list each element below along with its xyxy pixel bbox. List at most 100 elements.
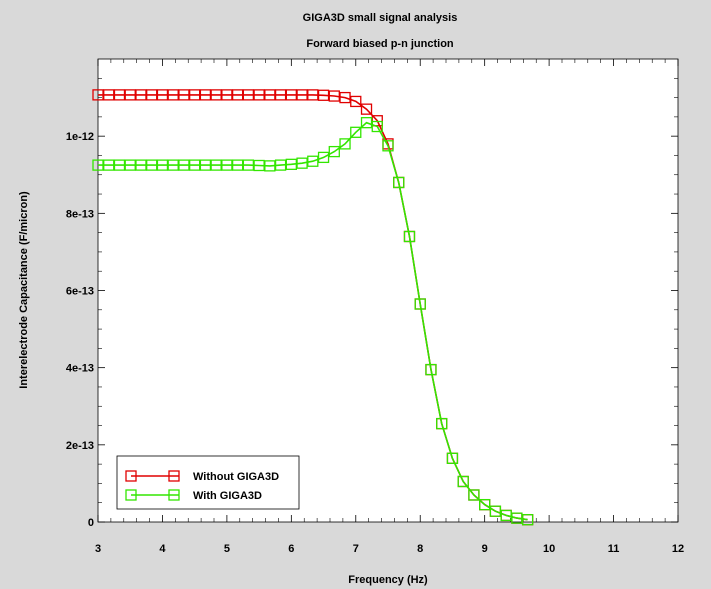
data-point-marker	[103, 89, 115, 101]
data-point-marker	[135, 159, 147, 171]
data-point-marker	[210, 89, 222, 101]
y-tick-label: 8e-13	[66, 208, 94, 220]
data-point-marker	[425, 363, 437, 376]
data-point-marker	[360, 117, 373, 129]
data-point-marker	[253, 159, 265, 172]
y-tick-label: 4e-13	[66, 363, 94, 375]
data-point-marker	[296, 89, 308, 101]
data-point-marker	[307, 155, 319, 167]
data-point-marker	[500, 509, 512, 522]
data-point-marker	[113, 159, 126, 171]
data-point-marker	[189, 159, 201, 171]
data-point-marker	[124, 89, 136, 101]
legend-swatch-marker	[125, 489, 137, 501]
data-point-marker	[156, 89, 169, 101]
x-tick-label: 6	[288, 543, 294, 555]
data-point-marker	[414, 298, 426, 310]
data-point-marker	[124, 159, 136, 171]
legend-label: With GIGA3D	[193, 490, 262, 502]
data-point-marker	[285, 89, 297, 101]
legend: Without GIGA3D With GIGA3D	[116, 455, 300, 510]
data-point-marker	[92, 89, 104, 101]
plot-area	[97, 58, 679, 523]
legend-swatch-marker	[168, 489, 180, 501]
x-tick-label: 5	[224, 543, 230, 555]
data-point-marker	[317, 89, 330, 101]
data-point-marker	[92, 159, 104, 171]
data-point-marker	[382, 140, 394, 152]
data-point-marker	[264, 89, 276, 101]
series-layer	[92, 89, 534, 526]
data-point-marker	[113, 89, 126, 101]
data-point-marker	[350, 95, 362, 108]
x-tick-label: 8	[417, 543, 423, 555]
data-point-marker	[457, 475, 469, 488]
data-point-marker	[167, 159, 179, 171]
data-point-marker	[210, 159, 222, 171]
data-point-marker	[339, 91, 351, 104]
data-point-marker	[221, 159, 233, 171]
y-tick-label: 0	[88, 517, 94, 529]
x-tick-label: 11	[608, 543, 620, 555]
chart-title: GIGA3D small signal analysis	[303, 12, 458, 24]
x-axis-label: Frequency (Hz)	[348, 574, 428, 586]
data-point-marker	[307, 89, 319, 101]
data-point-marker	[317, 151, 330, 164]
data-point-marker	[178, 89, 190, 101]
data-point-marker	[264, 160, 276, 172]
data-point-marker	[231, 159, 244, 171]
data-point-marker	[274, 159, 287, 171]
data-point-marker	[167, 89, 179, 101]
data-point-marker	[199, 89, 212, 101]
data-point-marker	[339, 138, 351, 150]
data-point-marker	[285, 158, 297, 170]
axis-ticks: 3 4 5 6 7 8 9 10 11 12 0 2e-13 4e-13 6e-13 8e-13 1e-12	[66, 59, 684, 555]
data-point-marker	[479, 498, 491, 511]
data-point-marker	[189, 89, 201, 101]
data-point-marker	[146, 89, 158, 101]
data-point-marker	[274, 89, 287, 101]
legend-entries: Without GIGA3D With GIGA3D	[125, 470, 279, 502]
data-point-marker	[135, 89, 147, 101]
data-point-marker	[253, 89, 265, 101]
legend-swatch-marker	[125, 470, 137, 482]
data-point-marker	[436, 417, 448, 430]
y-tick-label: 1e-12	[66, 131, 94, 143]
data-point-marker	[296, 157, 308, 169]
legend-swatch-marker	[168, 470, 180, 482]
legend-box	[116, 455, 300, 510]
data-point-marker	[242, 159, 255, 171]
data-point-marker	[103, 159, 115, 171]
data-point-marker	[242, 89, 255, 101]
data-point-marker	[199, 159, 212, 171]
y-tick-label: 2e-13	[66, 440, 94, 452]
data-point-marker	[156, 159, 169, 171]
legend-label: Without GIGA3D	[193, 471, 279, 483]
x-tick-label: 9	[482, 543, 488, 555]
x-tick-label: 4	[159, 543, 166, 555]
data-point-marker	[446, 452, 459, 464]
data-point-marker	[393, 176, 405, 189]
series-with-giga3d	[92, 117, 534, 526]
data-point-marker	[371, 120, 383, 133]
data-point-marker	[231, 89, 244, 101]
data-point-marker	[489, 505, 502, 517]
data-point-marker	[350, 126, 362, 138]
chart-subtitle: Forward biased p-n junction	[306, 38, 454, 50]
data-point-marker	[328, 90, 340, 102]
x-tick-label: 7	[353, 543, 359, 555]
x-tick-label: 10	[543, 543, 555, 555]
data-point-marker	[521, 514, 534, 526]
y-axis-label: Interelectrode Capacitance (F/micron)	[18, 191, 30, 389]
y-tick-label: 6e-13	[66, 286, 94, 298]
series-line	[98, 121, 528, 521]
data-point-marker	[511, 512, 523, 524]
data-point-marker	[403, 230, 416, 243]
data-point-marker	[360, 103, 373, 115]
data-point-marker	[178, 159, 190, 171]
data-point-marker	[328, 145, 340, 158]
x-tick-label: 12	[672, 543, 684, 555]
x-tick-label: 3	[95, 543, 101, 555]
